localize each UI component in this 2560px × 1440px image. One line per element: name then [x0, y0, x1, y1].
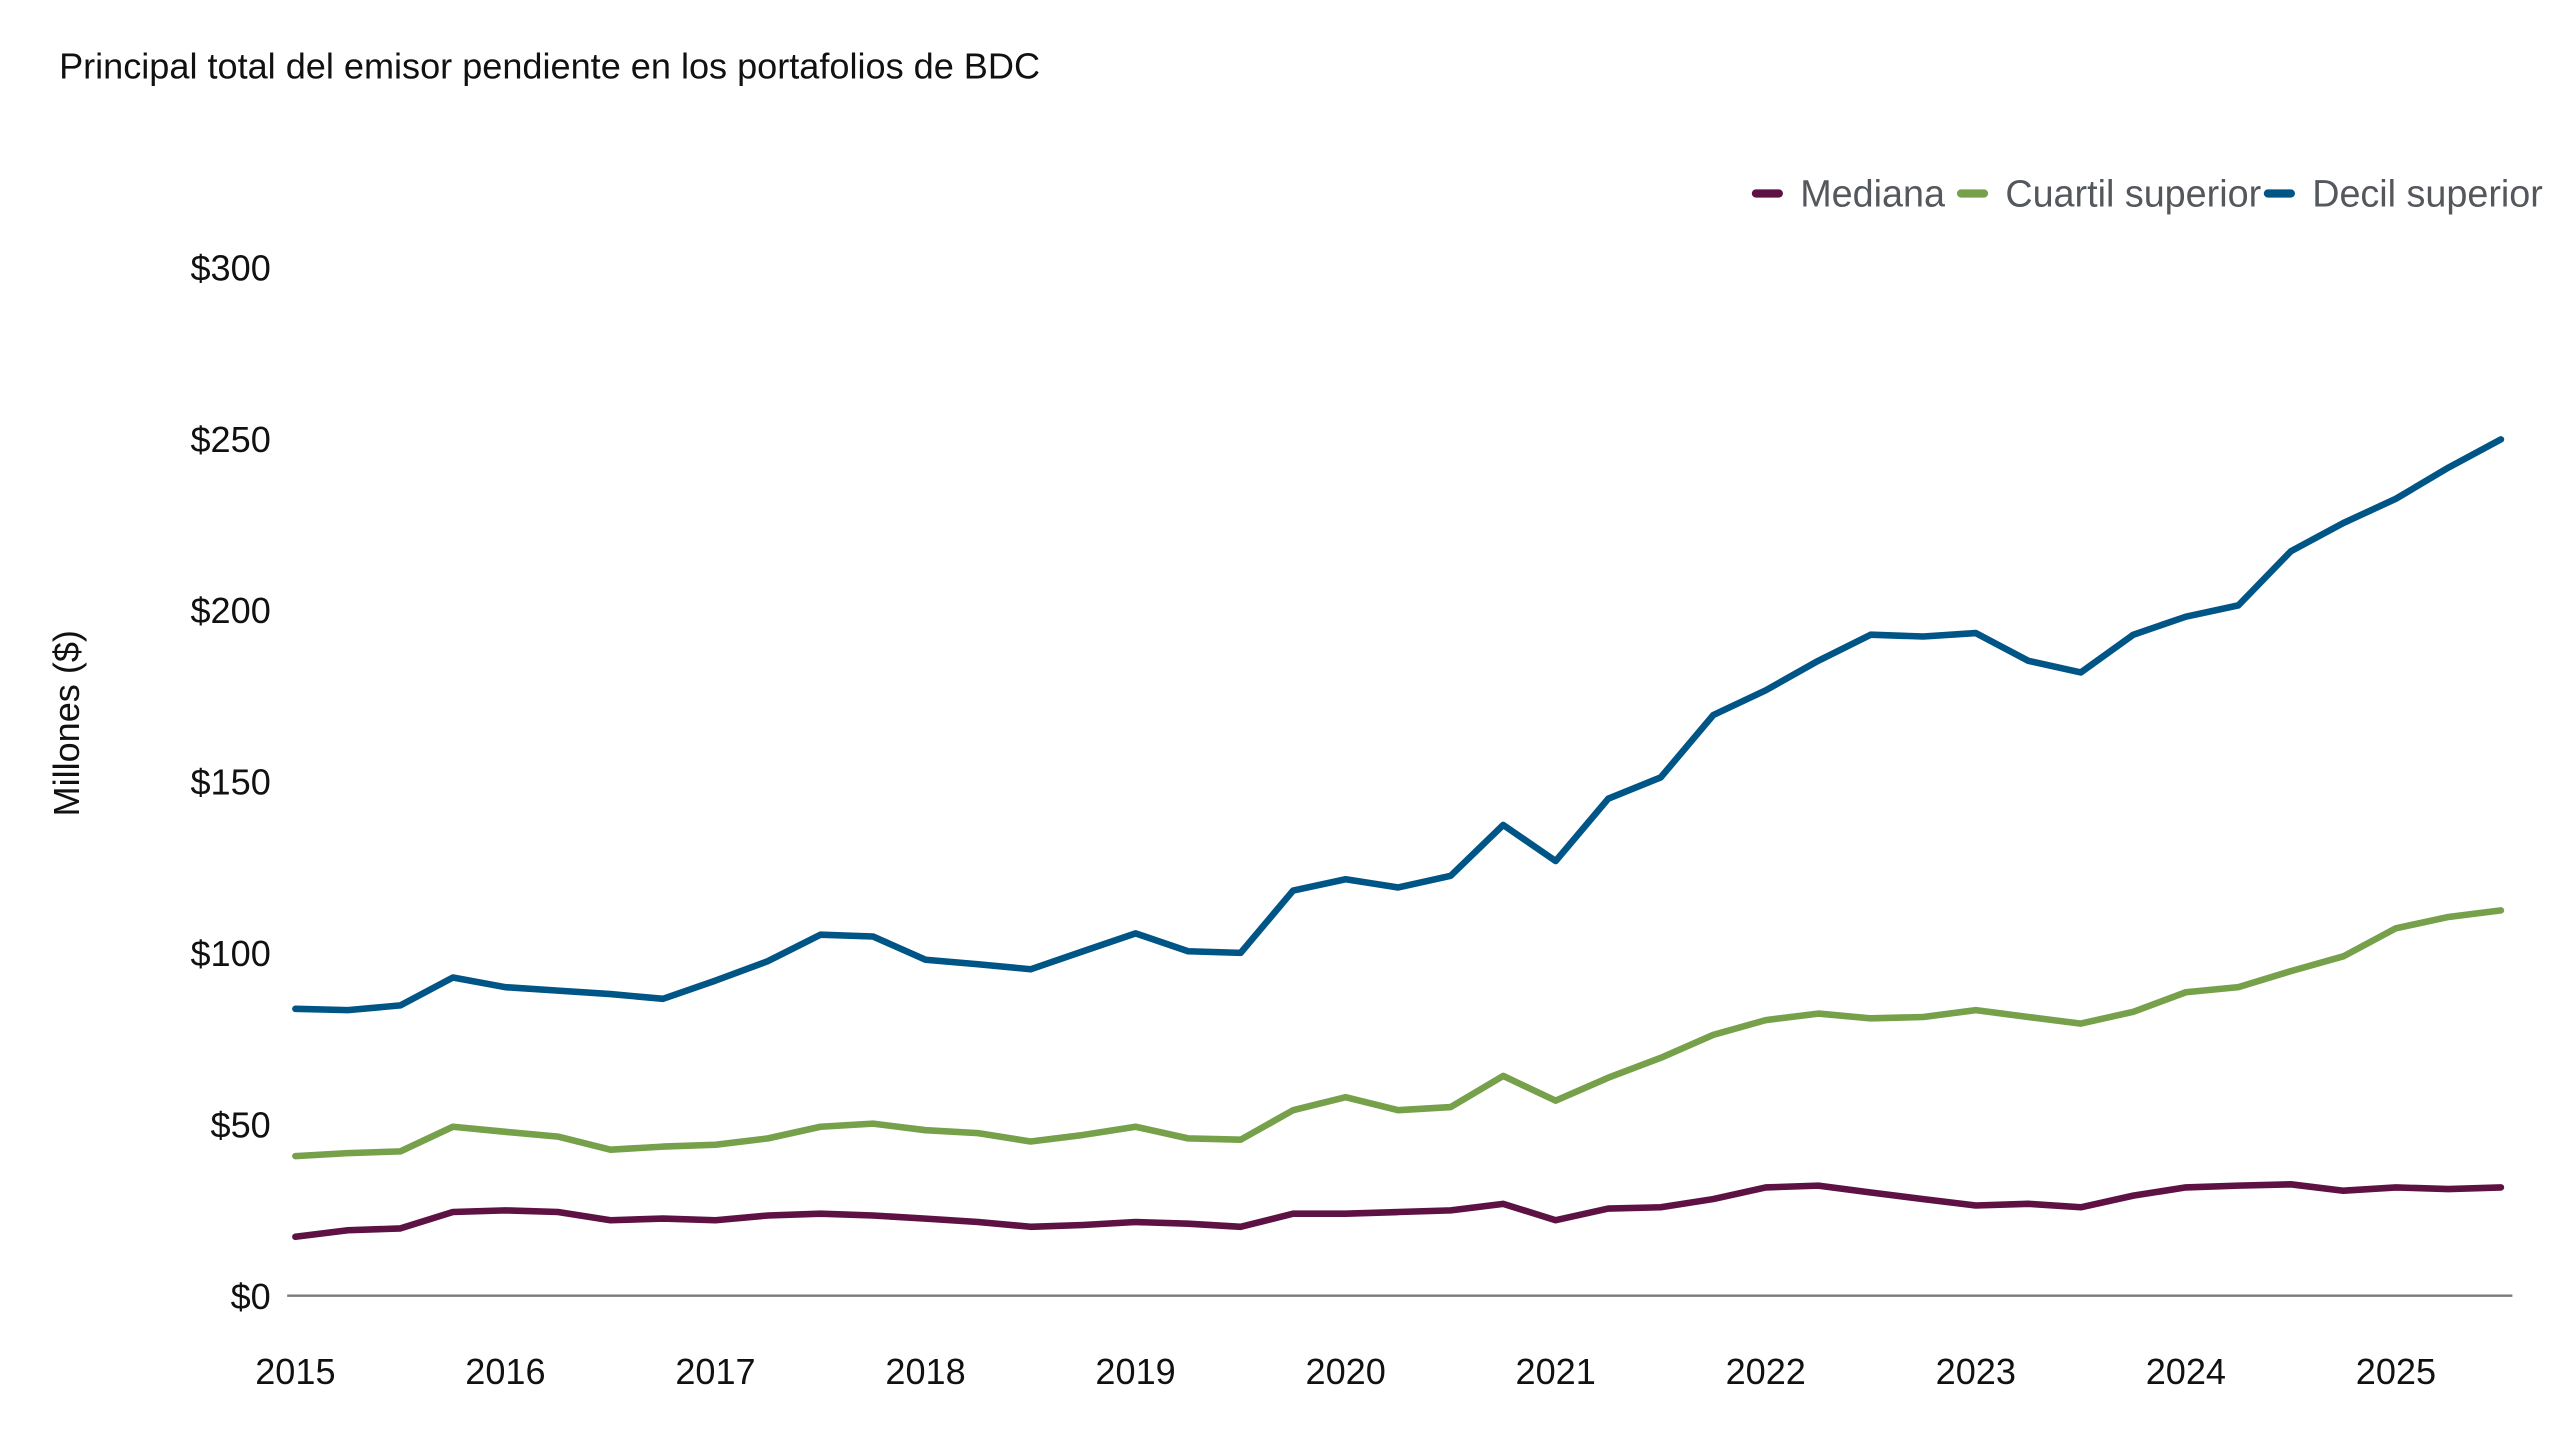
chart-title: Principal total del emisor pendiente en …: [59, 46, 1040, 87]
x-tick-label: 2022: [1726, 1351, 1806, 1392]
series-lines: [292, 436, 2505, 1241]
y-tick-label: $100: [190, 933, 270, 974]
x-tick-label: 2018: [885, 1351, 965, 1392]
y-tick-label: $300: [190, 247, 270, 288]
y-axis-ticks: $0 $50 $100 $150 $200 $250 $300: [190, 247, 270, 1316]
y-axis-label: Millones ($): [46, 630, 87, 816]
legend-item: Decil superior: [2263, 173, 2543, 215]
x-tick-label: 2025: [2356, 1351, 2436, 1392]
series-line-1: [292, 907, 2505, 1160]
y-tick-label: $250: [190, 419, 270, 460]
y-tick-label: $200: [190, 590, 270, 631]
x-axis-ticks: 2015 2016 2017 2018 2019 2020 2021 2022 2023 2024…: [255, 1351, 2436, 1392]
x-tick-label: 2017: [675, 1351, 755, 1392]
y-tick-label: $50: [211, 1104, 271, 1145]
legend-label: Decil superior: [2312, 173, 2543, 215]
x-tick-label: 2021: [1516, 1351, 1596, 1392]
x-tick-label: 2019: [1095, 1351, 1175, 1392]
legend-label: Mediana: [1800, 173, 1945, 215]
y-tick-label: $0: [231, 1276, 271, 1317]
x-tick-label: 2023: [1936, 1351, 2016, 1392]
x-tick-label: 2015: [255, 1351, 335, 1392]
x-tick-label: 2024: [2146, 1351, 2226, 1392]
x-tick-label: 2020: [1305, 1351, 1385, 1392]
series-line-2: [292, 436, 2505, 1014]
legend: Mediana Cuartil superior Decil superior: [1751, 173, 2543, 215]
legend-item: Cuartil superior: [1956, 173, 2261, 215]
series-line-0: [292, 1181, 2505, 1241]
legend-label: Cuartil superior: [2005, 173, 2261, 215]
legend-item: Mediana: [1751, 173, 1945, 215]
x-tick-label: 2016: [465, 1351, 545, 1392]
y-tick-label: $150: [190, 762, 270, 803]
